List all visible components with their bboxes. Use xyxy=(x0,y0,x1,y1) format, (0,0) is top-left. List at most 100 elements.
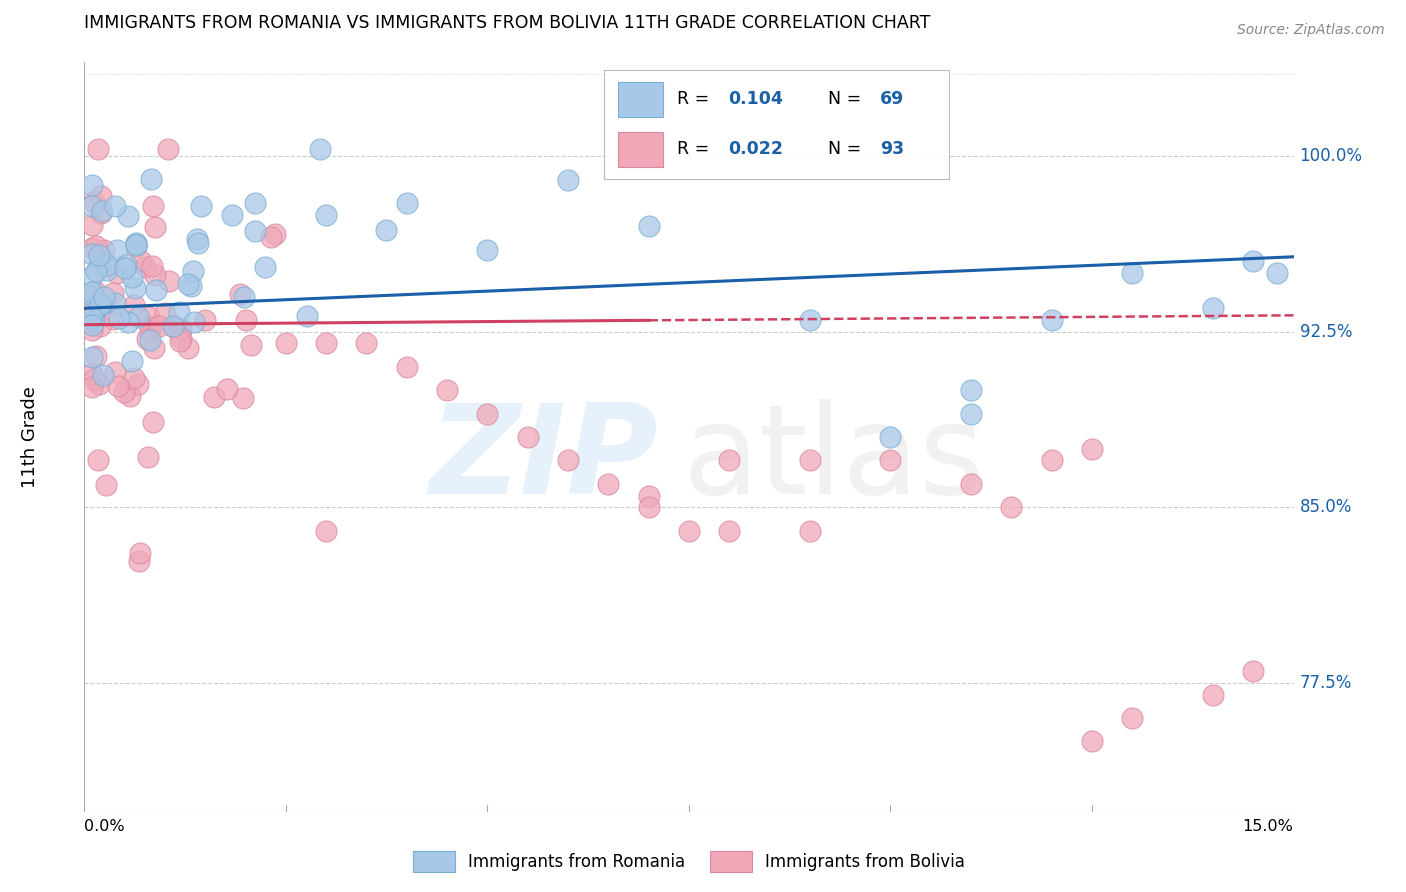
Point xyxy=(1202,688,1225,702)
Point xyxy=(1040,313,1063,327)
Point xyxy=(1267,266,1289,280)
Point xyxy=(274,336,297,351)
Point xyxy=(128,554,150,568)
Point xyxy=(260,230,283,244)
Point xyxy=(125,237,148,252)
Point xyxy=(118,389,141,403)
Point xyxy=(315,524,337,538)
Point xyxy=(83,314,105,328)
Point xyxy=(84,349,107,363)
Point xyxy=(89,206,111,220)
Point xyxy=(104,199,127,213)
Point xyxy=(181,264,204,278)
Point xyxy=(799,524,821,538)
Point xyxy=(177,341,200,355)
Point xyxy=(94,478,117,492)
Text: 92.5%: 92.5% xyxy=(1299,323,1353,341)
Point xyxy=(84,264,107,278)
Point xyxy=(129,254,152,268)
Point xyxy=(221,208,243,222)
Point xyxy=(167,305,190,319)
Point xyxy=(84,239,107,253)
Point xyxy=(87,258,110,272)
Point xyxy=(142,416,165,430)
Point xyxy=(516,430,538,444)
Point xyxy=(194,313,217,327)
Point xyxy=(598,476,620,491)
Point xyxy=(243,195,266,210)
Text: ZIP: ZIP xyxy=(429,399,658,520)
Point xyxy=(115,258,138,272)
Point xyxy=(90,204,112,219)
Point xyxy=(170,322,193,336)
Point xyxy=(82,268,104,283)
Point xyxy=(139,318,162,333)
Point xyxy=(124,281,146,295)
Point xyxy=(127,310,149,324)
Point xyxy=(125,239,148,253)
Point xyxy=(142,341,165,355)
Point xyxy=(89,376,111,391)
Point xyxy=(136,450,159,465)
Point xyxy=(162,319,184,334)
Point xyxy=(477,407,499,421)
Point xyxy=(718,453,741,467)
Text: 77.5%: 77.5% xyxy=(1299,674,1353,692)
Point xyxy=(141,259,163,273)
Point xyxy=(139,334,162,348)
Point xyxy=(134,260,156,274)
Point xyxy=(101,286,124,301)
Point xyxy=(112,385,135,400)
Point xyxy=(145,283,167,297)
Point xyxy=(105,244,128,258)
Point xyxy=(82,218,104,232)
Point xyxy=(82,247,104,261)
Point xyxy=(239,337,262,351)
Point xyxy=(125,237,148,252)
Point xyxy=(243,224,266,238)
Text: 85.0%: 85.0% xyxy=(1299,499,1353,516)
Point xyxy=(104,296,127,310)
Point xyxy=(82,317,104,331)
Point xyxy=(83,372,105,386)
Point xyxy=(82,199,104,213)
Point xyxy=(86,142,108,156)
Point xyxy=(180,279,202,293)
Point xyxy=(114,260,136,275)
Point xyxy=(395,359,418,374)
Point xyxy=(121,269,143,284)
Point xyxy=(82,289,104,303)
Point xyxy=(148,318,170,333)
Point xyxy=(170,331,193,345)
Point xyxy=(96,258,118,272)
Point xyxy=(202,390,225,404)
Text: 15.0%: 15.0% xyxy=(1243,819,1294,834)
Point xyxy=(89,297,111,311)
Point xyxy=(215,382,238,396)
Point xyxy=(1040,453,1063,467)
Point xyxy=(143,220,166,235)
Point xyxy=(107,379,129,393)
Text: IMMIGRANTS FROM ROMANIA VS IMMIGRANTS FROM BOLIVIA 11TH GRADE CORRELATION CHART: IMMIGRANTS FROM ROMANIA VS IMMIGRANTS FR… xyxy=(84,14,931,32)
Point xyxy=(90,189,112,203)
Point xyxy=(156,142,179,156)
Point xyxy=(637,500,659,515)
Point xyxy=(960,476,983,491)
Point xyxy=(264,227,287,241)
Point xyxy=(82,367,104,381)
Point xyxy=(153,306,176,320)
Point xyxy=(129,546,152,560)
Point xyxy=(232,290,254,304)
Point xyxy=(187,235,209,250)
Point xyxy=(1121,266,1143,280)
Point xyxy=(436,384,458,398)
Point xyxy=(87,453,110,467)
Text: 100.0%: 100.0% xyxy=(1299,147,1362,165)
Point xyxy=(127,377,149,392)
Point xyxy=(799,453,821,467)
Point xyxy=(186,232,208,246)
Point xyxy=(82,288,104,302)
Point xyxy=(93,243,115,257)
Point xyxy=(960,407,983,421)
Point xyxy=(308,143,330,157)
